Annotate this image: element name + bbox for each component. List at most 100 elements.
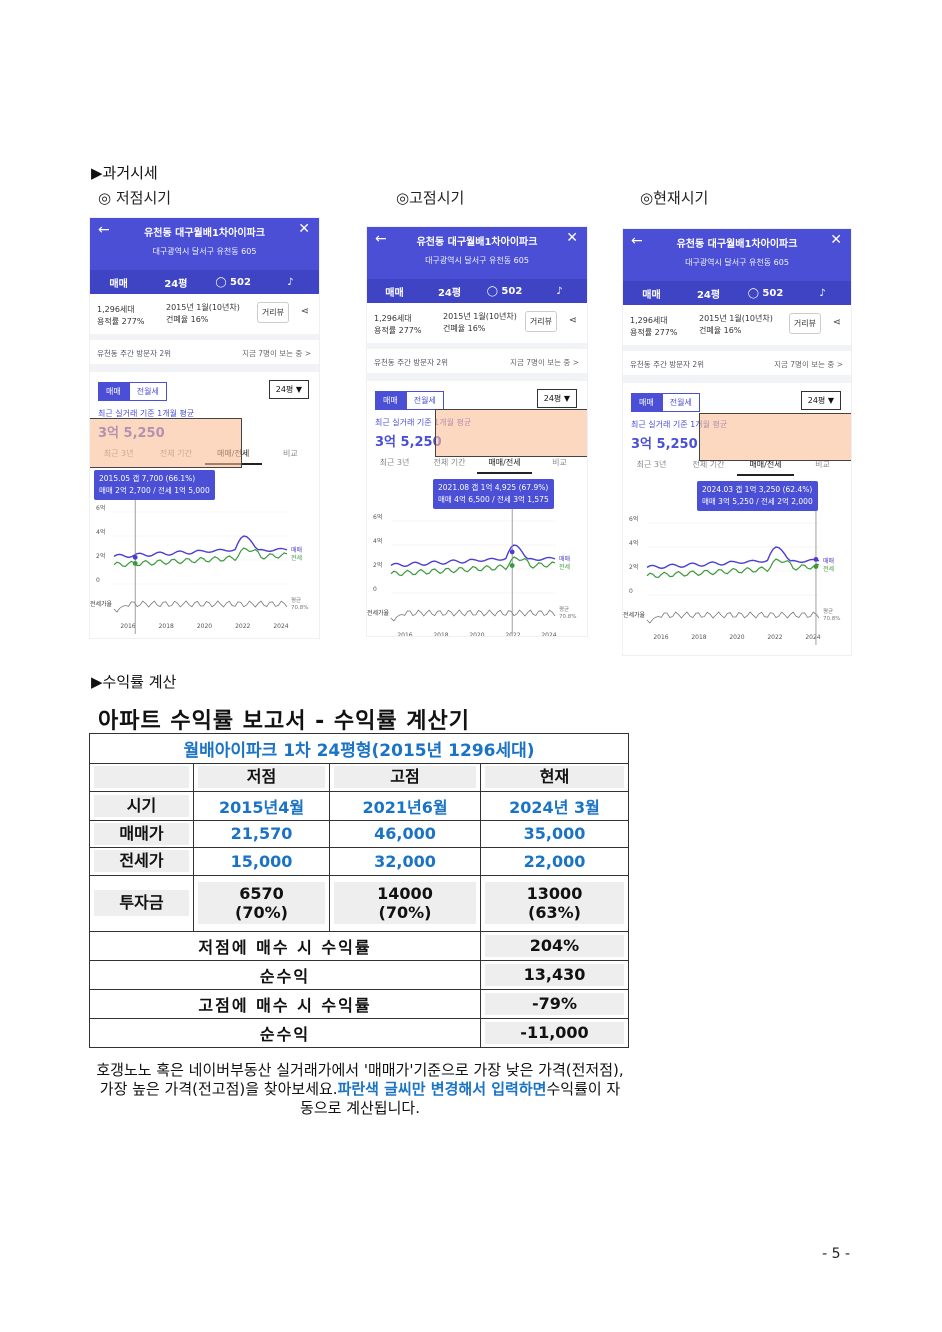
- close-icon[interactable]: ✕: [566, 230, 578, 246]
- coverage-ratio: 건폐율 16%: [699, 326, 742, 335]
- sale-high-value[interactable]: 46,000: [329, 819, 481, 849]
- header-high: 고점: [329, 763, 481, 792]
- chart-tooltip: 2015.05 갭 7,700 (66.1%) 매매 2억 2,700 / 전세…: [94, 470, 215, 500]
- complex-title: 유천동 대구월배1차아이파크: [416, 237, 538, 248]
- jeonse-current-value[interactable]: 22,000: [480, 847, 629, 876]
- y-tick-label: 6억: [629, 515, 638, 523]
- trade-segment: 매매 전월세: [98, 382, 167, 401]
- legend-jeonse: 전세: [823, 565, 834, 573]
- y-tick-label: 6억: [96, 504, 105, 512]
- range-sale-jeonse[interactable]: 매매/전세: [737, 459, 794, 476]
- range-3y[interactable]: 최근 3년: [379, 458, 410, 467]
- cursor-dot-jeonse: [813, 564, 819, 569]
- filter-tabs: 매매 24평 ◯ 502 ♪: [367, 279, 587, 303]
- jeonse-high-value[interactable]: 32,000: [329, 847, 481, 876]
- street-view-button[interactable]: 거리뷰: [524, 311, 557, 332]
- range-all[interactable]: 전체 기간: [692, 460, 725, 469]
- instruction-note: 호갱노노 혹은 네이버부동산 실거래가에서 '매매가'기준으로 가장 낮은 가격…: [95, 1061, 625, 1118]
- phone-header: ← 유천동 대구월배1차아이파크 ✕ 대구광역시 달서구 유천동 605 매매 …: [623, 229, 851, 305]
- segment-sale[interactable]: 매매: [98, 382, 129, 401]
- trade-segment: 매매 전월세: [631, 393, 700, 412]
- jeonse-series-line: [646, 558, 820, 579]
- tab-comments[interactable]: ◯ 502: [215, 276, 251, 288]
- tab-pyeong[interactable]: 24평: [164, 278, 188, 290]
- low-net-label: 순수익: [89, 959, 481, 990]
- range-compare[interactable]: 비교: [552, 458, 567, 467]
- sale-low-value[interactable]: 21,570: [193, 819, 330, 849]
- past-price-heading: ▶과거시세: [91, 164, 158, 182]
- avg-price-value: 3억 5,250: [631, 437, 698, 452]
- bell-icon[interactable]: ♪: [287, 276, 294, 288]
- note-highlight: 파란색 글씨만 변경해서 입력하면: [337, 1080, 547, 1098]
- report-subtitle: 월배아이파크 1차 24평형(2015년 1296세대): [89, 733, 629, 764]
- segment-jeonse[interactable]: 전월세: [128, 382, 167, 401]
- period-current-value[interactable]: 2024년 3월: [480, 790, 629, 821]
- segment-jeonse[interactable]: 전월세: [405, 391, 444, 410]
- gap-avg-label: 평균: [823, 608, 833, 615]
- share-icon[interactable]: ⋖: [300, 306, 309, 317]
- gap-ratio-label: 전세가율: [623, 611, 646, 619]
- tab-comments[interactable]: ◯ 502: [747, 287, 784, 299]
- range-all[interactable]: 전체 기간: [433, 458, 466, 467]
- legend-sale: 매매: [291, 546, 302, 554]
- tab-trade-type[interactable]: 매매: [385, 287, 404, 299]
- bell-icon[interactable]: ♪: [556, 285, 563, 297]
- street-view-button[interactable]: 거리뷰: [788, 313, 821, 334]
- tooltip-line2: 매매 3억 5,250 / 전세 2억 2,000: [702, 497, 813, 506]
- close-icon[interactable]: ✕: [298, 221, 310, 237]
- share-icon[interactable]: ⋖: [568, 315, 577, 326]
- invest-low-pct: (70%): [235, 903, 288, 923]
- gap-ratio-line: [646, 611, 820, 624]
- viewing-now-link[interactable]: 지금 7명이 보는 중 >: [510, 358, 579, 367]
- filter-tabs: 매매 24평 ◯ 502 ♪: [90, 270, 319, 294]
- tab-trade-type[interactable]: 매매: [109, 278, 128, 290]
- x-tick-label: 2020: [469, 632, 484, 637]
- segment-jeonse[interactable]: 전월세: [661, 393, 700, 412]
- range-3y[interactable]: 최근 3년: [636, 460, 667, 469]
- bell-icon[interactable]: ♪: [819, 287, 826, 299]
- pyeong-dropdown[interactable]: 24평 ▼: [268, 380, 309, 399]
- jeonse-low-value[interactable]: 15,000: [193, 847, 330, 876]
- period-low-value[interactable]: 2015년4월: [193, 790, 330, 821]
- invest-high-value: 14000: [377, 884, 433, 904]
- low-yield-value: 204%: [480, 930, 629, 961]
- pyeong-dropdown[interactable]: 24평 ▼: [800, 391, 841, 410]
- range-compare[interactable]: 비교: [283, 449, 298, 458]
- close-icon[interactable]: ✕: [830, 232, 842, 248]
- tab-trade-type[interactable]: 매매: [642, 289, 661, 301]
- back-icon[interactable]: ←: [98, 222, 110, 238]
- gap-avg-label: 평균: [291, 597, 301, 604]
- highlight-box: [699, 413, 851, 461]
- x-tick-label: 2018: [159, 623, 174, 630]
- sale-current-value[interactable]: 35,000: [480, 819, 629, 849]
- invest-low: 6570 (70%): [193, 874, 330, 932]
- floor-area-ratio: 용적률 277%: [97, 317, 145, 326]
- back-icon[interactable]: ←: [375, 231, 387, 247]
- yield-calc-heading: ▶수익률 계산: [91, 673, 177, 691]
- y-tick-label: 6억: [373, 513, 382, 521]
- period-high-value[interactable]: 2021년6월: [329, 790, 481, 821]
- range-sale-jeonse[interactable]: 매매/전세: [477, 457, 532, 474]
- pyeong-dropdown[interactable]: 24평 ▼: [536, 389, 577, 408]
- viewing-now-link[interactable]: 지금 7명이 보는 중 >: [774, 360, 843, 369]
- street-view-button[interactable]: 거리뷰: [256, 302, 289, 323]
- x-tick-label: 2018: [433, 632, 448, 637]
- tab-pyeong[interactable]: 24평: [437, 287, 462, 299]
- segment-sale[interactable]: 매매: [375, 391, 406, 410]
- segment-sale[interactable]: 매매: [631, 393, 662, 412]
- tab-comments[interactable]: ◯ 502: [486, 285, 523, 297]
- sale-series-line: [646, 546, 820, 570]
- comment-icon: ◯: [486, 285, 498, 297]
- x-tick-label: 2016: [120, 623, 135, 630]
- share-icon[interactable]: ⋖: [832, 317, 841, 328]
- range-compare[interactable]: 비교: [815, 460, 830, 469]
- viewing-now-link[interactable]: 지금 7명이 보는 중 >: [242, 349, 311, 358]
- back-icon[interactable]: ←: [631, 233, 643, 249]
- legend-sale: 매매: [823, 557, 834, 565]
- tab-pyeong[interactable]: 24평: [696, 289, 721, 301]
- header-current: 현재: [480, 763, 629, 792]
- avg-price-label: 최근 실거래 기준 1개월 평균: [98, 409, 195, 418]
- complex-address: 대구광역시 달서구 유천동 605: [425, 256, 529, 265]
- phone-screenshot-current: ← 유천동 대구월배1차아이파크 ✕ 대구광역시 달서구 유천동 605 매매 …: [622, 228, 852, 656]
- yield-calculator-table: 월배아이파크 1차 24평형(2015년 1296세대) 저점 고점 현재 시기…: [89, 733, 629, 1048]
